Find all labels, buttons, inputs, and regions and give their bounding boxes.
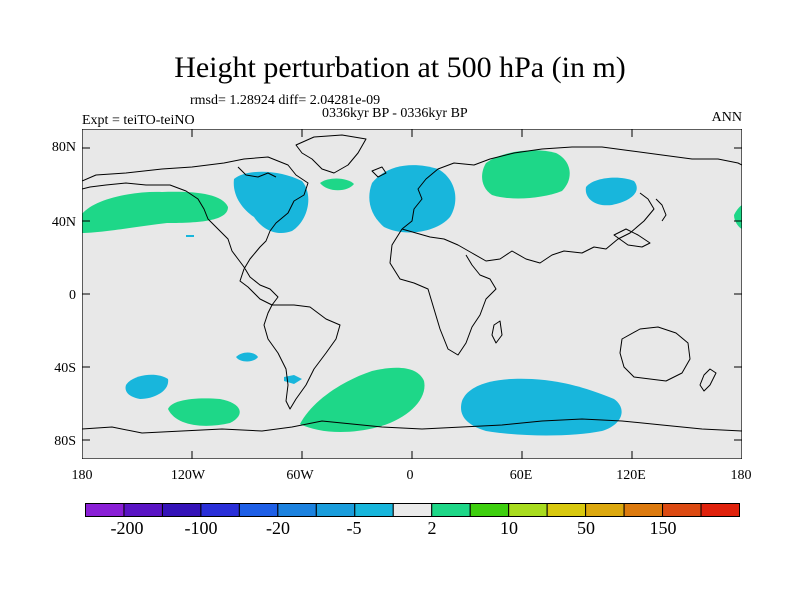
colorbar-label-neg200: -200: [110, 518, 144, 538]
lon-tick-0: 0: [406, 468, 414, 483]
colorbar-label-neg20: -20: [266, 518, 290, 538]
axis-ticks: [82, 129, 742, 459]
colorbar-box: [431, 503, 471, 517]
colorbar-box: [700, 503, 740, 517]
colorbar-label-neg5: -5: [346, 518, 362, 538]
experiment-label: Expt = teiTO-teiNO: [82, 113, 195, 128]
lon-tick-180e: 180: [730, 468, 752, 483]
lat-tick-80n: 80N: [51, 140, 76, 155]
stats-line: rmsd= 1.28924 diff= 2.04281e-09: [190, 93, 381, 108]
lat-tick-equator: 0: [69, 288, 76, 303]
colorbar-box: [161, 503, 202, 517]
lat-tick-40n: 40N: [51, 215, 76, 230]
colorbar-box: [546, 503, 587, 517]
colorbar-label-2: 2: [427, 518, 437, 538]
season-label: ANN: [711, 110, 742, 125]
colorbar-box: [585, 503, 625, 517]
map-title: Height perturbation at 500 hPa (in m): [174, 51, 626, 84]
lon-tick-60e: 60E: [509, 468, 533, 483]
colorbar-box: [315, 503, 356, 517]
lon-tick-60w: 60W: [286, 468, 314, 483]
colorbar-box: [508, 503, 548, 517]
colorbar-box: [662, 503, 702, 517]
lon-tick-120w: 120W: [170, 468, 206, 483]
world-map: [82, 129, 742, 459]
lat-tick-40s: 40S: [54, 361, 76, 376]
colorbar-label-50: 50: [577, 518, 595, 538]
lon-tick-120e: 120E: [616, 468, 646, 483]
colorbar-label-neg100: -100: [184, 518, 218, 538]
colorbar-box: [623, 503, 664, 517]
colorbar-box: [469, 503, 510, 517]
colorbar: [85, 503, 740, 517]
colorbar-box: [238, 503, 279, 517]
coastlines: [82, 134, 742, 434]
lon-tick-180w: 180: [71, 468, 93, 483]
positive-anomaly-regions: [82, 150, 742, 433]
colorbar-label-10: 10: [500, 518, 518, 538]
colorbar-box: [392, 503, 433, 517]
lat-tick-80s: 80S: [54, 434, 76, 449]
colorbar-box: [277, 503, 317, 517]
colorbar-box: [354, 503, 394, 517]
colorbar-label-150: 150: [649, 518, 677, 538]
negative-anomaly-regions: [125, 165, 637, 436]
colorbar-box: [123, 503, 163, 517]
period-label: 0336kyr BP - 0336kyr BP: [322, 106, 468, 121]
colorbar-box: [85, 503, 125, 517]
colorbar-box: [200, 503, 240, 517]
